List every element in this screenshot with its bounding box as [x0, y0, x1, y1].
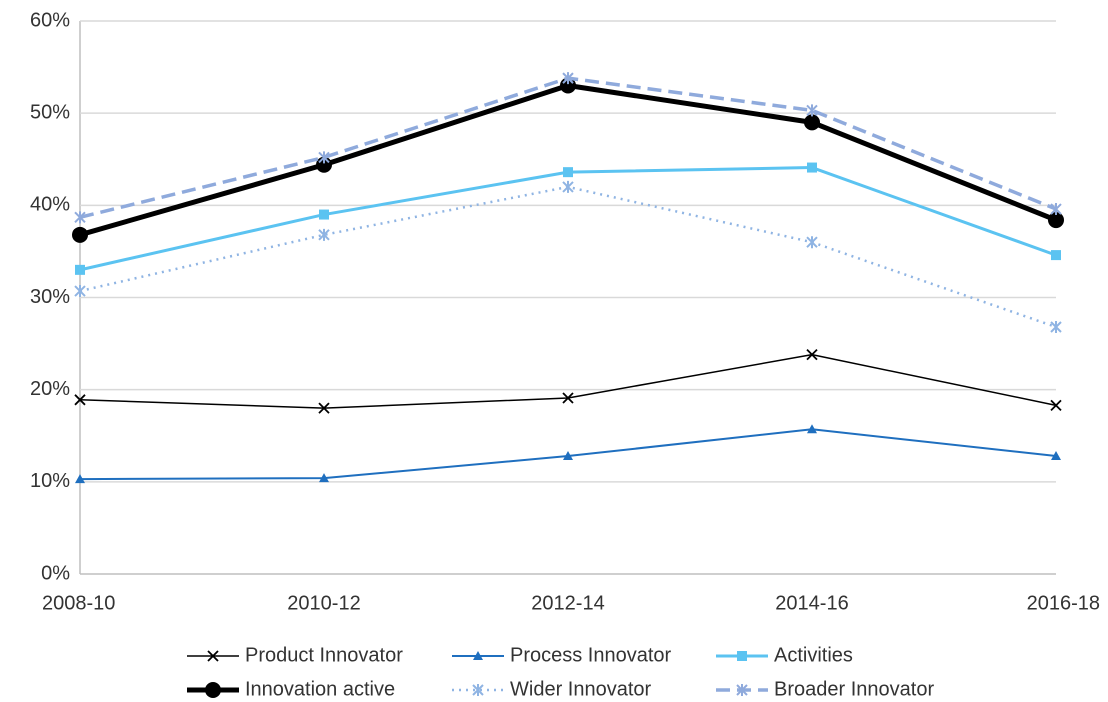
series	[74, 349, 1062, 414]
point	[562, 180, 574, 193]
point	[1050, 320, 1062, 333]
legend-item: Product Innovator	[187, 644, 403, 666]
x-tick-label: 2014-16	[775, 592, 848, 614]
line	[79, 83, 1057, 238]
legend-marker	[472, 684, 484, 696]
legend-label: Process Innovator	[510, 644, 672, 666]
point	[806, 349, 818, 361]
series	[75, 424, 1061, 484]
legend-label: Wider Innovator	[510, 678, 652, 700]
point	[318, 151, 330, 164]
point	[1051, 250, 1061, 261]
point	[563, 167, 573, 178]
point	[563, 451, 573, 461]
point	[318, 402, 330, 414]
point	[74, 285, 86, 298]
point	[319, 473, 329, 483]
point	[1050, 203, 1062, 216]
legend-item: Process Innovator	[452, 644, 672, 666]
point	[806, 104, 818, 117]
legend-label: Broader Innovator	[774, 678, 934, 700]
point	[562, 72, 574, 85]
legend-marker	[473, 651, 483, 660]
legend-item: Broader Innovator	[716, 678, 934, 700]
point	[807, 162, 817, 173]
point	[1051, 451, 1061, 461]
series	[74, 180, 1062, 333]
point	[74, 211, 86, 224]
legend-marker	[736, 684, 748, 696]
point	[807, 424, 817, 434]
y-tick-label: 20%	[30, 378, 70, 400]
point	[318, 228, 330, 241]
point	[74, 394, 86, 406]
legend-label: Product Innovator	[245, 644, 403, 666]
series	[75, 162, 1061, 275]
x-tick-label: 2010-12	[287, 592, 360, 614]
y-tick-label: 0%	[41, 562, 70, 584]
legend-label: Innovation active	[245, 678, 395, 700]
y-tick-label: 10%	[30, 470, 70, 492]
point	[562, 392, 574, 404]
line	[79, 185, 1057, 329]
point	[319, 209, 329, 220]
legend-label: Activities	[774, 644, 853, 666]
x-tick-label: 2008-10	[42, 592, 115, 614]
point	[1050, 399, 1062, 411]
x-tick-label: 2012-14	[531, 592, 604, 614]
point	[72, 226, 88, 243]
y-tick-label: 50%	[30, 101, 70, 123]
legend-item: Activities	[716, 644, 853, 666]
y-tick-label: 40%	[30, 194, 70, 216]
legend-item: Innovation active	[187, 678, 395, 700]
point	[804, 114, 820, 131]
y-tick-label: 60%	[30, 9, 70, 31]
point	[75, 474, 85, 484]
series	[74, 72, 1062, 224]
legend-marker	[205, 682, 221, 698]
point	[1048, 212, 1064, 229]
point	[806, 236, 818, 249]
legend-marker	[207, 650, 219, 662]
x-tick-label: 2016-18	[1027, 592, 1100, 614]
y-tick-label: 30%	[30, 286, 70, 308]
series	[72, 77, 1064, 243]
line	[79, 353, 1057, 409]
point	[75, 264, 85, 275]
legend-item: Wider Innovator	[452, 678, 652, 700]
legend-marker	[737, 651, 747, 661]
line	[79, 76, 1057, 220]
